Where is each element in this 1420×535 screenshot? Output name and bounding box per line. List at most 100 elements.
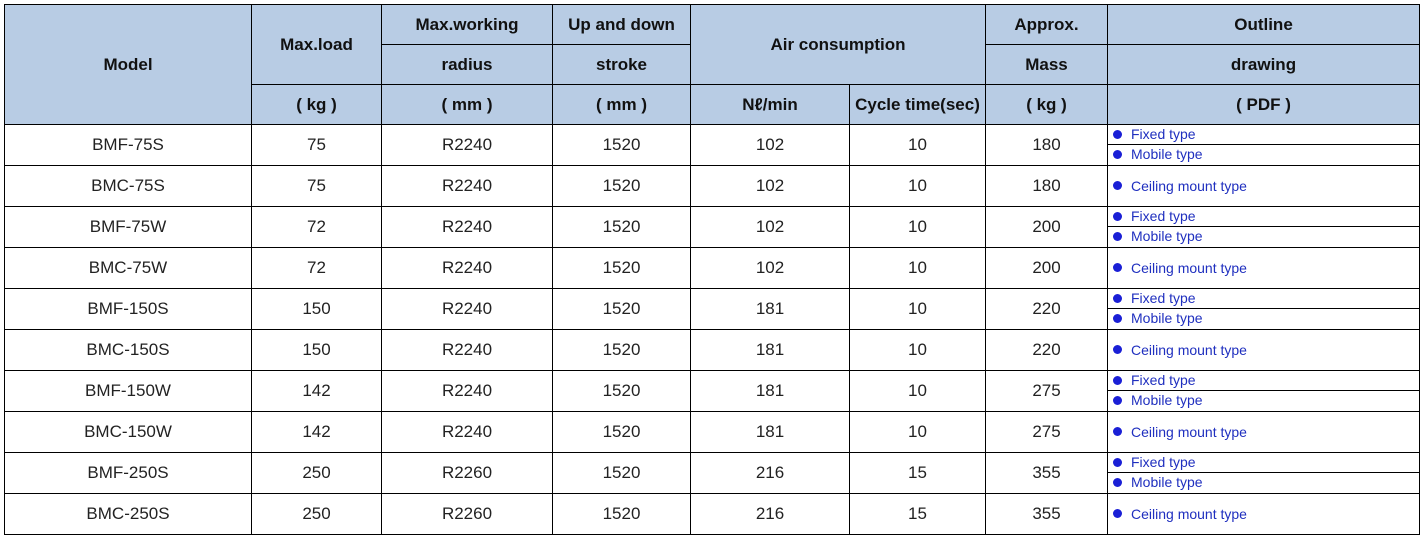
pdf-link-label: Ceiling mount type xyxy=(1131,341,1247,358)
spec-table: Model Max.load Max.working Up and down A… xyxy=(4,4,1420,535)
pdf-link-label: Fixed type xyxy=(1131,372,1196,389)
cell-air: 102 xyxy=(690,165,850,207)
cell-max-load: 250 xyxy=(251,452,382,494)
pdf-link-label: Ceiling mount type xyxy=(1131,259,1247,276)
cell-outline-pdf: Ceiling mount type xyxy=(1107,165,1420,207)
cell-model: BMF-150W xyxy=(4,370,252,412)
pdf-link-mobile-type[interactable]: Mobile type xyxy=(1109,391,1419,411)
cell-max-load: 75 xyxy=(251,124,382,166)
pdf-link-ceiling-mount-type[interactable]: Ceiling mount type xyxy=(1109,495,1419,534)
pdf-link-ceiling-mount-type[interactable]: Ceiling mount type xyxy=(1109,249,1419,288)
cell-mass: 220 xyxy=(985,288,1108,330)
pdf-link-ceiling-mount-type[interactable]: Ceiling mount type xyxy=(1109,331,1419,370)
header-model: Model xyxy=(4,4,252,125)
cell-model: BMF-75S xyxy=(4,124,252,166)
cell-mass: 355 xyxy=(985,452,1108,494)
pdf-link-fixed-type[interactable]: Fixed type xyxy=(1108,454,1419,473)
cell-outline-pdf: Ceiling mount type xyxy=(1107,329,1420,371)
pdf-link-mobile-type[interactable]: Mobile type xyxy=(1109,145,1419,165)
header-outline-unit: ( PDF ) xyxy=(1107,84,1420,125)
cell-model: BMC-150W xyxy=(4,411,252,453)
cell-radius: R2240 xyxy=(381,370,553,412)
cell-cycle-time: 10 xyxy=(849,165,986,207)
pdf-link-mobile-type[interactable]: Mobile type xyxy=(1109,227,1419,247)
pdf-link-fixed-type[interactable]: Fixed type xyxy=(1108,126,1419,145)
header-load-unit: ( kg ) xyxy=(251,84,382,125)
cell-air: 181 xyxy=(690,329,850,371)
cell-model: BMC-75S xyxy=(4,165,252,207)
bullet-icon xyxy=(1113,457,1122,467)
pdf-link-mobile-type[interactable]: Mobile type xyxy=(1109,309,1419,329)
bullet-icon xyxy=(1113,129,1122,139)
cell-mass: 200 xyxy=(985,247,1108,289)
cell-outline-pdf: Ceiling mount type xyxy=(1107,411,1420,453)
cell-stroke: 1520 xyxy=(552,493,691,535)
cell-stroke: 1520 xyxy=(552,124,691,166)
pdf-link-fixed-type[interactable]: Fixed type xyxy=(1108,208,1419,227)
header-mass-line2: Mass xyxy=(985,44,1108,85)
table-row: BMC-150S 150 R2240 1520 181 10 220 Ceiling moun… xyxy=(4,329,1420,371)
table-row: BMF-150W 142 R2240 1520 181 10 275 Fixed type Mo… xyxy=(4,370,1420,412)
pdf-link-fixed-type[interactable]: Fixed type xyxy=(1108,290,1419,309)
pdf-link-label: Fixed type xyxy=(1131,454,1196,471)
cell-mass: 180 xyxy=(985,124,1108,166)
cell-cycle-time: 10 xyxy=(849,329,986,371)
cell-cycle-time: 10 xyxy=(849,206,986,248)
bullet-icon xyxy=(1113,313,1122,323)
cell-model: BMC-75W xyxy=(4,247,252,289)
cell-cycle-time: 10 xyxy=(849,411,986,453)
cell-outline-pdf: Fixed type Mobile type xyxy=(1107,124,1420,166)
cell-mass: 355 xyxy=(985,493,1108,535)
pdf-link-ceiling-mount-type[interactable]: Ceiling mount type xyxy=(1109,167,1419,206)
bullet-icon xyxy=(1113,375,1122,385)
pdf-link-label: Mobile type xyxy=(1131,228,1203,245)
header-mass-line1: Approx. xyxy=(985,4,1108,45)
table-header: Model Max.load Max.working Up and down A… xyxy=(4,4,1420,125)
cell-model: BMC-150S xyxy=(4,329,252,371)
cell-outline-pdf: Ceiling mount type xyxy=(1107,493,1420,535)
header-radius-unit: ( mm ) xyxy=(381,84,553,125)
bullet-icon xyxy=(1113,231,1122,241)
cell-max-load: 150 xyxy=(251,288,382,330)
cell-model: BMF-150S xyxy=(4,288,252,330)
cell-mass: 275 xyxy=(985,370,1108,412)
cell-air: 216 xyxy=(690,452,850,494)
pdf-link-label: Fixed type xyxy=(1131,208,1196,225)
bullet-icon xyxy=(1113,263,1122,272)
header-stroke-line2: stroke xyxy=(552,44,691,85)
header-radius-line2: radius xyxy=(381,44,553,85)
bullet-icon xyxy=(1113,477,1122,487)
header-outline-line1: Outline xyxy=(1107,4,1420,45)
cell-cycle-time: 15 xyxy=(849,493,986,535)
cell-stroke: 1520 xyxy=(552,411,691,453)
cell-radius: R2240 xyxy=(381,206,553,248)
pdf-link-label: Mobile type xyxy=(1131,146,1203,163)
cell-max-load: 75 xyxy=(251,165,382,207)
table-row: BMC-150W 142 R2240 1520 181 10 275 Ceiling moun… xyxy=(4,411,1420,453)
bullet-icon xyxy=(1113,211,1122,221)
bullet-icon xyxy=(1113,149,1122,159)
cell-cycle-time: 15 xyxy=(849,452,986,494)
cell-radius: R2260 xyxy=(381,452,553,494)
cell-air: 216 xyxy=(690,493,850,535)
table-row: BMF-150S 150 R2240 1520 181 10 220 Fixed type Mo… xyxy=(4,288,1420,330)
table-row: BMF-250S 250 R2260 1520 216 15 355 Fixed type Mo… xyxy=(4,452,1420,494)
cell-stroke: 1520 xyxy=(552,329,691,371)
cell-max-load: 142 xyxy=(251,411,382,453)
pdf-link-mobile-type[interactable]: Mobile type xyxy=(1109,473,1419,493)
cell-mass: 200 xyxy=(985,206,1108,248)
cell-air: 102 xyxy=(690,124,850,166)
header-radius-line1: Max.working xyxy=(381,4,553,45)
pdf-link-fixed-type[interactable]: Fixed type xyxy=(1108,372,1419,391)
table-row: BMC-75W 72 R2240 1520 102 10 200 Ceiling mount … xyxy=(4,247,1420,289)
header-air-consumption: Air consumption xyxy=(690,4,986,85)
cell-model: BMF-250S xyxy=(4,452,252,494)
cell-outline-pdf: Fixed type Mobile type xyxy=(1107,370,1420,412)
header-outline-line2: drawing xyxy=(1107,44,1420,85)
cell-max-load: 250 xyxy=(251,493,382,535)
cell-air: 102 xyxy=(690,247,850,289)
cell-radius: R2240 xyxy=(381,411,553,453)
pdf-link-ceiling-mount-type[interactable]: Ceiling mount type xyxy=(1109,413,1419,452)
header-stroke-unit: ( mm ) xyxy=(552,84,691,125)
cell-radius: R2240 xyxy=(381,165,553,207)
